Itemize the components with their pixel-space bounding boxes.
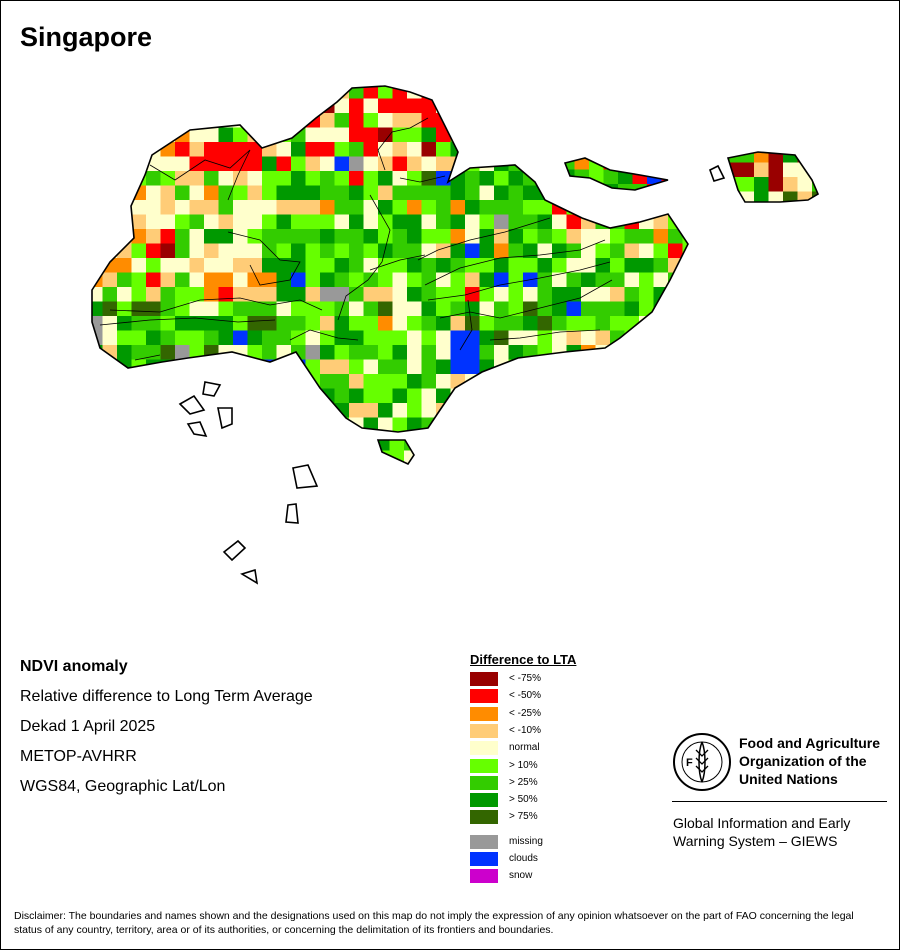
legend-swatch [470, 835, 498, 849]
product-projection: WGS84, Geographic Lat/Lon [20, 778, 226, 795]
legend-swatch [470, 758, 498, 773]
legend-swatch [470, 723, 498, 738]
legend-swatch [470, 793, 498, 808]
program-line2: Warning System – GIEWS [673, 833, 838, 849]
map-title: Singapore [20, 22, 153, 52]
legend-swatch [470, 810, 498, 825]
legend-swatch [470, 672, 498, 686]
ndvi-grid-main [92, 86, 688, 432]
legend-label: < -25% [509, 707, 541, 719]
legend-label: < -50% [509, 690, 541, 702]
org-name-line3: United Nations [739, 771, 838, 787]
fao-logo-icon: F [673, 733, 731, 791]
org-name-line2: Organization of the [739, 753, 867, 769]
ndvi-anomaly-map [91, 85, 820, 585]
legend-title: Difference to LTA [470, 652, 577, 667]
legend-swatch [470, 689, 498, 704]
product-description: Relative difference to Long Term Average [20, 688, 313, 705]
legend-label: normal [509, 742, 540, 754]
legend-swatch [470, 869, 498, 883]
product-name: NDVI anomaly [20, 658, 128, 675]
legend-label: > 50% [509, 794, 538, 806]
product-sensor: METOP-AVHRR [20, 748, 137, 765]
fao-logo-letter-f: F [686, 757, 693, 769]
product-period: Dekad 1 April 2025 [20, 718, 156, 735]
disclaimer: Disclaimer: The boundaries and names sho… [14, 910, 854, 936]
legend-swatch [470, 852, 498, 866]
legend-swatch [470, 706, 498, 721]
legend-swatch [470, 741, 498, 756]
divider [672, 801, 887, 802]
legend-label: > 75% [509, 811, 538, 823]
legend-label: < -10% [509, 724, 541, 736]
coastline [91, 85, 820, 585]
legend-label: > 25% [509, 776, 538, 788]
internal-boundaries [99, 117, 613, 361]
program-line1: Global Information and Early [673, 815, 851, 831]
legend-label: clouds [509, 853, 538, 864]
legend-label: > 10% [509, 759, 538, 771]
legend-label: missing [509, 836, 543, 847]
org-name-line1: Food and Agriculture [739, 735, 881, 751]
legend-swatch [470, 775, 498, 790]
legend-label: < -75% [509, 673, 541, 684]
legend-label: snow [509, 870, 533, 881]
